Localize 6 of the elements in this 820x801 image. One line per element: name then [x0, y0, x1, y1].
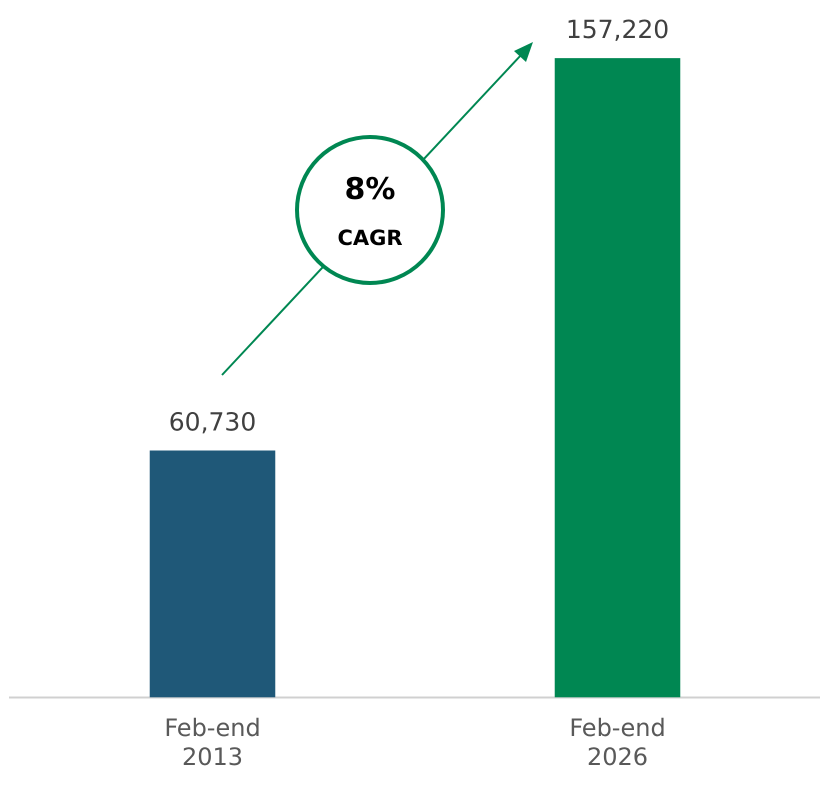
- data-label: 60,730: [168, 407, 256, 436]
- annotation: CAGR: [336, 226, 404, 250]
- x-tick-label: Feb-end 2013: [164, 714, 261, 771]
- annotation: 8%: [344, 172, 396, 207]
- x-tick-label: Feb-end 2026: [569, 714, 666, 771]
- data-label: 157,220: [566, 15, 670, 44]
